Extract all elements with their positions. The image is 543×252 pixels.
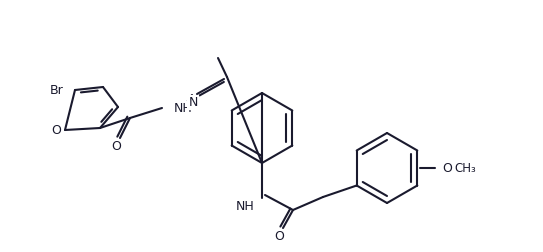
Text: NH: NH [174, 102, 193, 114]
Text: O: O [51, 123, 61, 137]
Text: NH: NH [236, 201, 254, 213]
Text: O: O [274, 231, 284, 243]
Text: Br: Br [50, 83, 64, 97]
Text: O: O [111, 141, 121, 153]
Text: O: O [442, 162, 452, 174]
Text: N: N [188, 96, 198, 109]
Text: CH₃: CH₃ [454, 162, 476, 174]
